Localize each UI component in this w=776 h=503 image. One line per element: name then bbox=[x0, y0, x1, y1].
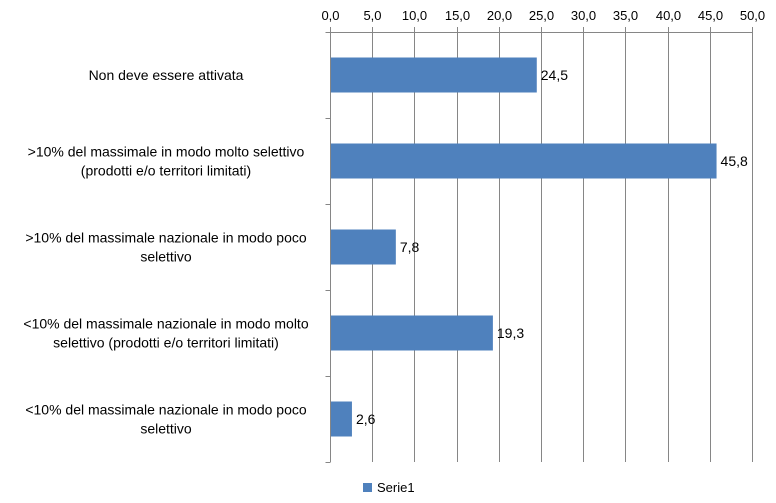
category-label-line: selettivo bbox=[140, 421, 192, 437]
category-label: <10% del massimale nazionale in modo mol… bbox=[23, 316, 308, 351]
category-label-line: selettivo (prodotti e/o territori limita… bbox=[53, 335, 279, 351]
category-label-line: <10% del massimale nazionale in modo poc… bbox=[25, 402, 307, 418]
category-label: >10% del massimale nazionale in modo poc… bbox=[25, 230, 307, 265]
data-label: 7,8 bbox=[400, 239, 420, 255]
x-tick-label: 10,0 bbox=[402, 8, 427, 23]
data-label: 19,3 bbox=[497, 325, 524, 341]
data-label: 24,5 bbox=[541, 67, 568, 83]
category-label: <10% del massimale nazionale in modo poc… bbox=[25, 402, 307, 437]
grid-layer bbox=[372, 32, 753, 462]
category-label: Non deve essere attivata bbox=[89, 67, 244, 83]
data-label: 45,8 bbox=[721, 153, 748, 169]
category-label-line: <10% del massimale nazionale in modo mol… bbox=[23, 316, 308, 332]
category-label-line: selettivo bbox=[140, 249, 192, 265]
x-tick-label: 5,0 bbox=[363, 8, 381, 23]
x-tick-label: 40,0 bbox=[656, 8, 681, 23]
legend-label: Serie1 bbox=[377, 480, 415, 495]
category-label-line: >10% del massimale nazionale in modo poc… bbox=[25, 230, 307, 246]
x-tick-label: 15,0 bbox=[445, 8, 470, 23]
category-label-line: >10% del massimale in modo molto seletti… bbox=[28, 144, 305, 160]
bar-layer bbox=[331, 57, 717, 437]
x-tick-label: 35,0 bbox=[613, 8, 638, 23]
label-layer: 24,5 Non deve essere attivata 45,8 >10% del… bbox=[23, 67, 748, 437]
x-tick-label: 45,0 bbox=[698, 8, 723, 23]
x-tick-label: 25,0 bbox=[529, 8, 554, 23]
bar bbox=[331, 57, 537, 93]
x-tick-label: 30,0 bbox=[571, 8, 596, 23]
data-label: 2,6 bbox=[356, 411, 376, 427]
bar bbox=[331, 315, 493, 351]
category-label-line: (prodotti e/o territori limitati) bbox=[81, 163, 251, 179]
x-tick-label: 50,0 bbox=[740, 8, 765, 23]
x-tick-label: 0,0 bbox=[321, 8, 339, 23]
bar bbox=[331, 229, 396, 265]
bar bbox=[331, 401, 352, 437]
legend-swatch bbox=[363, 483, 372, 492]
category-label-line: Non deve essere attivata bbox=[89, 67, 244, 83]
x-tick-label: 20,0 bbox=[487, 8, 512, 23]
axis-layer: 0,0 5,0 10,0 15,0 20,0 25,0 30,0 35,0 40,0 45,0 50… bbox=[321, 8, 765, 463]
bar bbox=[331, 143, 717, 179]
category-label: >10% del massimale in modo molto seletti… bbox=[28, 144, 305, 179]
legend: Serie1 bbox=[363, 480, 415, 495]
